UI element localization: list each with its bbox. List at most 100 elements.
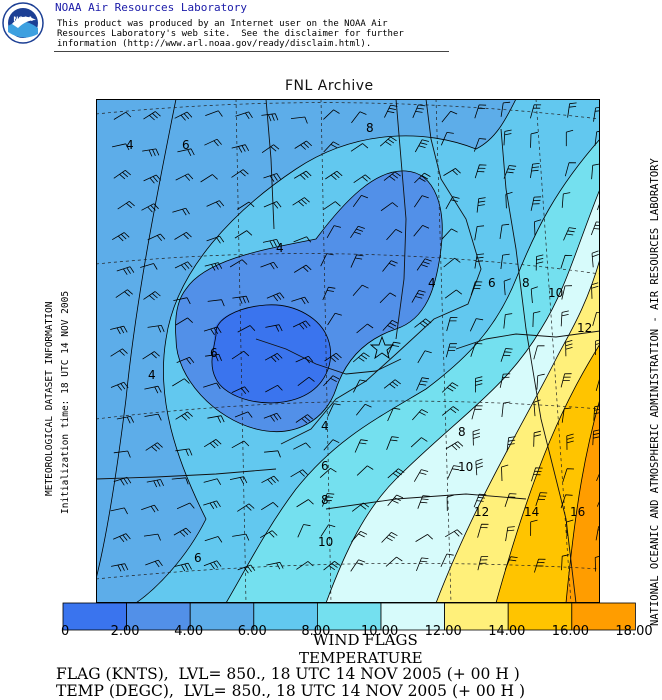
- wind-barb-icon: [447, 465, 461, 479]
- colorbar-swatch: [507, 602, 573, 631]
- wind-barb-icon: [234, 230, 253, 239]
- agency-label: NATIONAL OCEANIC AND ATMOSPHERIC ADMINIS…: [649, 158, 661, 626]
- wind-barb-icon: [591, 282, 599, 299]
- wind-barb-icon: [323, 560, 341, 571]
- wind-barb-icon: [353, 174, 371, 184]
- wind-barb-icon: [204, 536, 223, 543]
- wind-barb-icon: [297, 524, 311, 538]
- wind-barb-icon: [204, 262, 223, 271]
- wind-barb-icon: [387, 494, 404, 507]
- wind-barb-icon: [110, 507, 128, 515]
- wind-barb-icon: [143, 111, 161, 121]
- band-0: [211, 304, 331, 403]
- wind-barb-icon: [505, 191, 513, 209]
- wind-barb-icon: [594, 130, 600, 146]
- wind-barb-icon: [566, 519, 574, 537]
- org-title: NOAA Air Resources Laboratory: [55, 1, 248, 14]
- header-divider: [54, 51, 449, 52]
- wind-barb-icon: [113, 533, 131, 543]
- wind-barb-icon: [297, 376, 315, 387]
- wind-barb-icon: [293, 442, 311, 450]
- wind-barb-icon: [112, 143, 130, 151]
- wind-barb-icon: [264, 450, 281, 458]
- contour-label: 12: [577, 321, 592, 335]
- flag-level-line: FLAG (KNTS), LVL= 850., 18 UTC 14 NOV 20…: [56, 665, 520, 683]
- wind-barb-icon: [350, 559, 366, 572]
- band-4-east: [96, 99, 176, 579]
- wind-barb-icon: [266, 292, 285, 302]
- wind-barb-icon: [141, 504, 159, 513]
- wind-barb-icon: [500, 101, 511, 117]
- wind-barb-icon: [147, 325, 165, 333]
- wind-barb-icon: [565, 340, 573, 357]
- wind-barb-icon: [206, 200, 225, 208]
- wind-barb-icon: [499, 373, 511, 388]
- wind-barb-icon: [533, 399, 541, 417]
- wind-barb-icon: [205, 353, 222, 362]
- wind-barb-icon: [261, 475, 279, 485]
- wind-barb-icon: [293, 236, 312, 243]
- contour-label: 4: [276, 241, 284, 255]
- disclaimer-line-2: Resources Laboratory's web site. See the…: [57, 29, 404, 39]
- wind-barb-icon: [500, 253, 510, 270]
- wind-barb-icon: [566, 433, 574, 450]
- wind-barb-icon: [322, 286, 336, 301]
- wind-barb-icon: [232, 533, 250, 541]
- wind-barb-icon: [474, 164, 487, 179]
- wind-barb-icon: [416, 377, 430, 391]
- wind-barb-icon: [260, 502, 279, 511]
- wind-barb-icon: [444, 529, 463, 538]
- colorbar-swatch: [380, 602, 445, 631]
- wind-barb-icon: [562, 468, 575, 483]
- disclaimer-line-1: This product was produced by an Internet…: [57, 19, 388, 29]
- wind-barb-icon: [530, 519, 538, 536]
- wind-barb-icon: [237, 503, 255, 512]
- contour-label: 6: [194, 551, 202, 565]
- wind-barb-icon: [290, 469, 308, 478]
- wind-barb-icon: [175, 317, 193, 326]
- wind-barb-icon: [323, 109, 340, 120]
- wind-barb-icon: [144, 413, 162, 421]
- wind-barb-icon: [445, 441, 464, 451]
- wind-barb-icon: [412, 409, 429, 421]
- wind-barb-icon: [231, 144, 250, 153]
- temp-level-line: TEMP (DEGC), LVL= 850., 18 UTC 14 NOV 20…: [56, 682, 526, 700]
- wind-barb-icon: [417, 495, 430, 509]
- wind-barb-icon: [505, 526, 515, 542]
- wind-barb-icon: [295, 414, 314, 424]
- source-star-icon: [369, 335, 395, 360]
- wind-barb-icon: [351, 502, 370, 512]
- boundary-lines: [96, 99, 600, 603]
- wind-barb-icon: [263, 201, 282, 209]
- wind-barb-icon: [290, 116, 308, 124]
- wind-barb-icon: [387, 407, 401, 422]
- wind-barb-icon: [294, 140, 312, 150]
- contour-label: 4: [428, 276, 436, 290]
- wind-barb-icon: [207, 415, 225, 423]
- wind-barb-icon: [232, 295, 250, 304]
- latlon-grid: [96, 99, 600, 603]
- colorbar-swatch: [189, 602, 255, 631]
- wind-barb-icon: [532, 311, 541, 328]
- wind-barb-icon: [261, 144, 280, 154]
- wind-barb-icon: [561, 285, 573, 300]
- wind-barb-icon: [231, 350, 250, 360]
- wind-barb-icon: [441, 406, 460, 416]
- wind-barb-icon: [177, 148, 195, 156]
- dataset-info-label: METEOROLOGICAL DATASET INFORMATION: [44, 301, 55, 496]
- wind-barb-icon: [142, 351, 160, 360]
- wind-barb-icon: [325, 170, 343, 181]
- colorbar-tick-label: 8.00: [301, 624, 331, 639]
- wind-barb-icon: [382, 260, 398, 272]
- colorbar-swatch: [444, 602, 509, 631]
- wind-barb-icon: [416, 258, 432, 271]
- wind-barb-icon: [592, 312, 600, 326]
- wind-barb-icon: [564, 162, 577, 177]
- wind-barb-icon: [384, 104, 398, 118]
- wind-barb-icon: [113, 476, 132, 486]
- wind-barb-icon: [470, 343, 483, 357]
- wind-barb-icon: [411, 290, 426, 303]
- wind-barb-icon: [234, 411, 253, 418]
- wind-barb-icon: [116, 416, 135, 424]
- wind-barb-icon: [446, 494, 454, 512]
